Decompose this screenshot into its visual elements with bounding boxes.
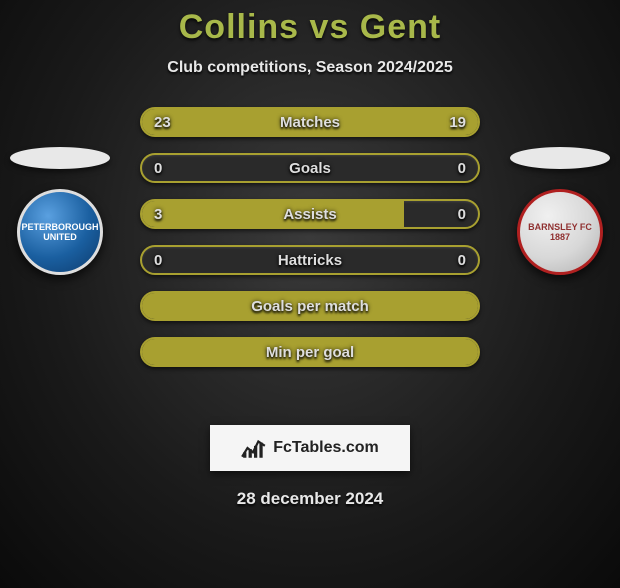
branding-badge: FcTables.com: [210, 425, 410, 471]
date-text: 28 december 2024: [0, 489, 620, 509]
chart-icon: [241, 437, 267, 459]
crest-left-label: PETERBOROUGH UNITED: [22, 222, 99, 242]
stat-label: Assists: [142, 201, 478, 227]
stat-row: Goals per match: [140, 291, 480, 321]
stat-row: 30Assists: [140, 199, 480, 229]
stat-row: 2319Matches: [140, 107, 480, 137]
stat-bars: 2319Matches 00Goals 30Assists 00Hattricks Go…: [140, 107, 480, 383]
crest-right: BARNSLEY FC 1887: [517, 189, 603, 275]
page-title: Collins vs Gent: [0, 8, 620, 47]
stat-row: 00Goals: [140, 153, 480, 183]
oval-shadow-left: [10, 147, 110, 169]
branding-text: FcTables.com: [273, 439, 379, 457]
stat-label: Hattricks: [142, 247, 478, 273]
stat-label: Matches: [142, 109, 478, 135]
oval-shadow-right: [510, 147, 610, 169]
stat-label: Min per goal: [142, 339, 478, 365]
stat-row: 00Hattricks: [140, 245, 480, 275]
crest-left: PETERBOROUGH UNITED: [17, 189, 103, 275]
comparison-area: PETERBOROUGH UNITED BARNSLEY FC 1887 231…: [0, 107, 620, 407]
stat-label: Goals: [142, 155, 478, 181]
player-left-block: PETERBOROUGH UNITED: [10, 147, 110, 275]
crest-right-label: BARNSLEY FC 1887: [526, 222, 594, 242]
player-right-block: BARNSLEY FC 1887: [510, 147, 610, 275]
stat-label: Goals per match: [142, 293, 478, 319]
page-subtitle: Club competitions, Season 2024/2025: [0, 59, 620, 77]
stat-row: Min per goal: [140, 337, 480, 367]
